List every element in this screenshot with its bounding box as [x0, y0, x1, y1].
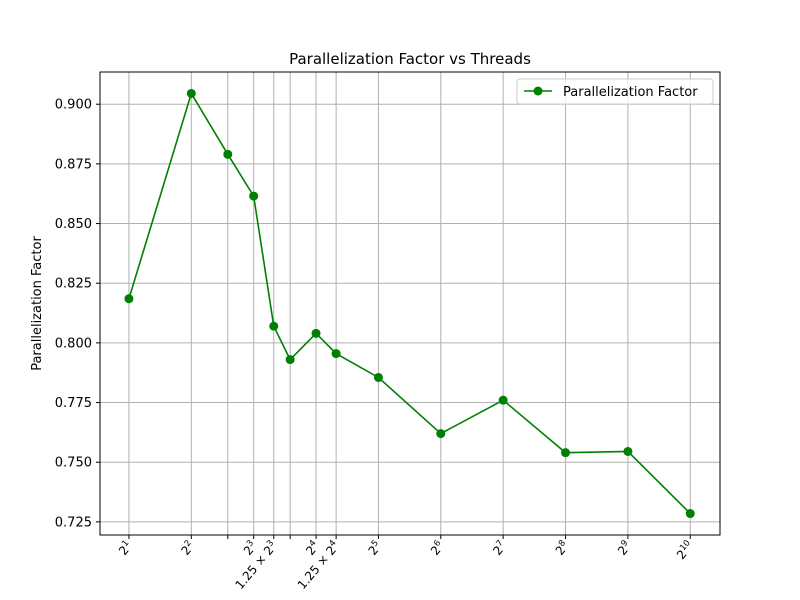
data-point [249, 191, 259, 201]
y-axis-label: Parallelization Factor [30, 236, 45, 371]
data-point [436, 429, 446, 439]
y-tick-label: 0.725 [55, 515, 92, 530]
x-tick-label: 21 [115, 538, 135, 558]
data-point [498, 395, 508, 405]
y-tick-label: 0.875 [55, 157, 92, 172]
y-axis: 0.725 0.750 0.775 0.800 0.825 0.850 0.875 0.900 [55, 98, 100, 530]
y-tick-label: 0.850 [55, 217, 92, 232]
x-tick-label: 28 [552, 538, 572, 558]
legend-marker [533, 86, 543, 96]
y-tick-label: 0.750 [55, 456, 92, 471]
y-tick-label: 0.775 [55, 396, 92, 411]
x-tick-label: 29 [614, 538, 634, 558]
x-tick-label: 22 [178, 538, 198, 558]
x-tick-label: 1.25 × 23 [232, 538, 280, 592]
data-point [561, 448, 571, 458]
data-point [623, 446, 633, 456]
data-point [124, 294, 134, 304]
y-tick-label: 0.800 [55, 336, 92, 351]
grid [100, 72, 720, 535]
series-layer [124, 88, 695, 519]
data-point [269, 321, 279, 331]
data-point [186, 88, 196, 98]
legend: Parallelization Factor [516, 78, 714, 105]
data-point [285, 355, 295, 365]
data-point [331, 349, 341, 359]
x-tick-label: 26 [427, 538, 447, 558]
data-point [311, 328, 321, 338]
chart-title: Parallelization Factor vs Threads [289, 50, 531, 68]
x-tick-label: 210 [673, 538, 696, 562]
x-tick-label: 25 [365, 538, 385, 558]
data-point [373, 372, 383, 382]
legend-box [516, 78, 714, 105]
y-tick-label: 0.825 [55, 277, 92, 292]
legend-label: Parallelization Factor [563, 85, 698, 100]
data-point [685, 509, 695, 519]
data-point [223, 149, 233, 159]
x-tick-label: 27 [490, 538, 510, 558]
y-tick-label: 0.900 [55, 98, 92, 113]
series-line [128, 91, 691, 515]
plot-frame [99, 71, 721, 536]
x-tick-label: 1.25 × 24 [294, 538, 342, 592]
